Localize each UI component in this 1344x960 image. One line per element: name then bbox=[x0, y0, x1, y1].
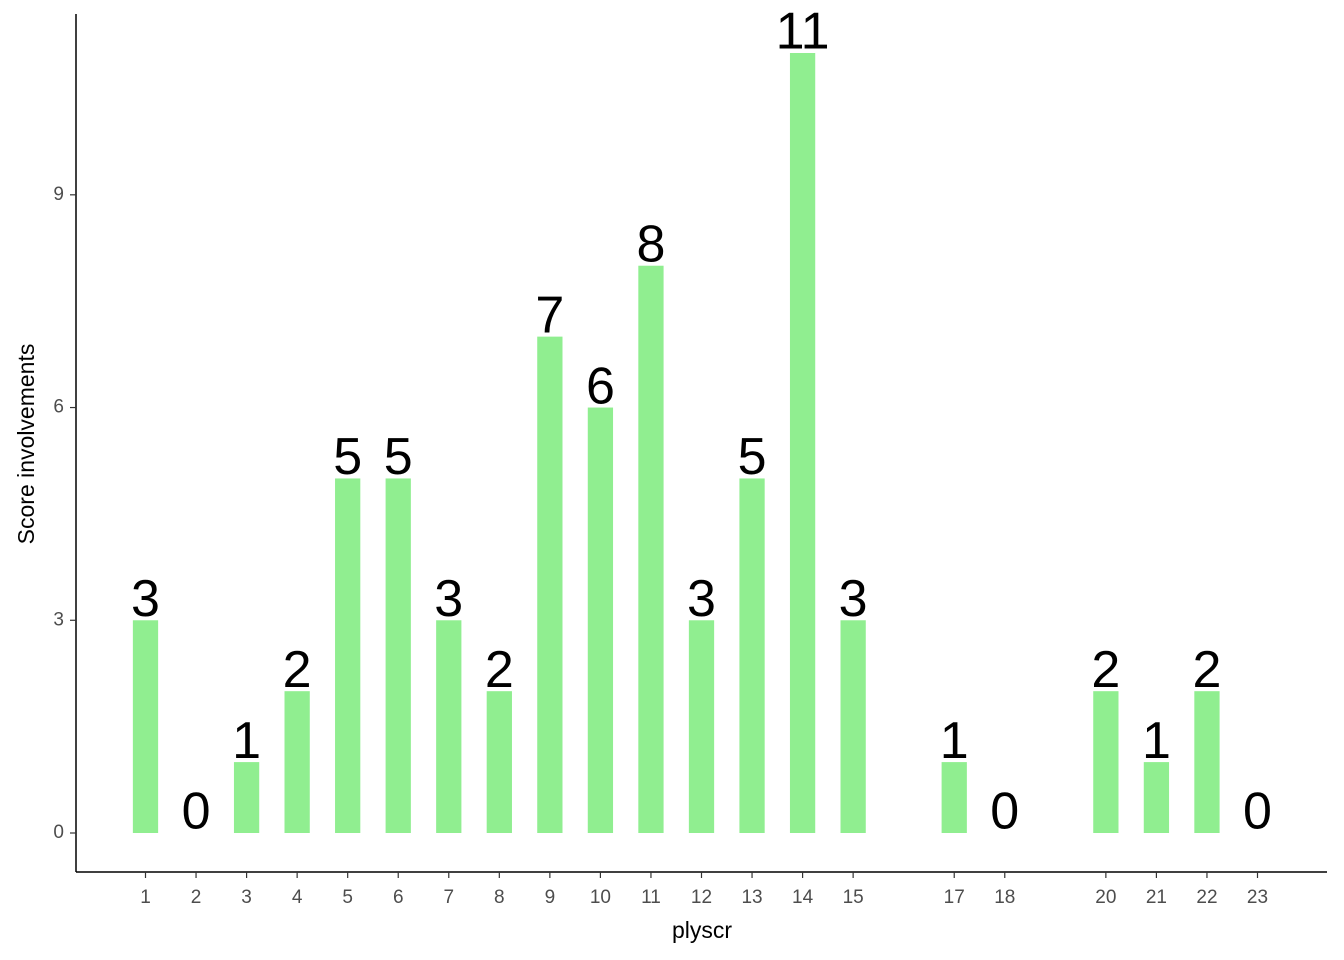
x-axis-title: plyscr bbox=[672, 917, 732, 943]
x-tick-label: 6 bbox=[393, 887, 404, 908]
value-label: 3 bbox=[839, 570, 868, 628]
bar bbox=[1093, 691, 1119, 833]
x-tick-label: 13 bbox=[741, 887, 762, 908]
value-label: 11 bbox=[776, 3, 830, 61]
value-label: 0 bbox=[1243, 783, 1272, 841]
x-tick-label: 23 bbox=[1247, 887, 1268, 908]
bar bbox=[436, 620, 462, 833]
x-tick-label: 12 bbox=[691, 887, 712, 908]
x-tick-label: 5 bbox=[342, 887, 353, 908]
x-tick-label: 21 bbox=[1146, 887, 1167, 908]
bar bbox=[335, 478, 361, 833]
x-tick-label: 14 bbox=[792, 887, 814, 908]
x-tick-label: 11 bbox=[641, 887, 661, 908]
value-label: 2 bbox=[485, 641, 514, 699]
bar bbox=[587, 407, 614, 833]
value-label: 8 bbox=[636, 215, 665, 273]
x-tick-label: 22 bbox=[1196, 887, 1217, 908]
x-tick-label: 9 bbox=[545, 887, 556, 908]
value-label: 2 bbox=[283, 641, 312, 699]
value-label: 0 bbox=[990, 783, 1019, 841]
x-tick-label: 15 bbox=[843, 887, 864, 908]
value-label: 6 bbox=[586, 357, 615, 415]
x-tick-label: 20 bbox=[1095, 887, 1116, 908]
y-tick-label: 9 bbox=[53, 184, 64, 205]
y-tick-label: 6 bbox=[53, 397, 64, 418]
value-label: 5 bbox=[333, 428, 362, 486]
value-label: 5 bbox=[384, 428, 413, 486]
bar bbox=[941, 762, 967, 833]
y-axis-title: Score involvements bbox=[13, 344, 39, 545]
bar bbox=[233, 762, 260, 833]
value-label: 3 bbox=[687, 570, 716, 628]
bar bbox=[486, 691, 512, 833]
bar bbox=[537, 336, 563, 833]
value-label: 5 bbox=[738, 428, 767, 486]
bar bbox=[1143, 762, 1170, 833]
bar bbox=[739, 478, 765, 833]
bar bbox=[284, 691, 310, 833]
bar bbox=[1194, 691, 1220, 833]
x-tick-label: 18 bbox=[994, 887, 1015, 908]
x-tick-label: 10 bbox=[590, 887, 611, 908]
value-label: 1 bbox=[940, 712, 969, 770]
value-label: 7 bbox=[535, 286, 564, 344]
value-label: 0 bbox=[182, 783, 211, 841]
bar bbox=[840, 620, 866, 833]
x-tick-label: 2 bbox=[191, 887, 202, 908]
bar bbox=[688, 620, 715, 833]
bar bbox=[789, 53, 816, 833]
x-tick-label: 3 bbox=[241, 887, 252, 908]
value-label: 2 bbox=[1192, 641, 1221, 699]
x-tick-label: 17 bbox=[944, 887, 965, 908]
value-label: 3 bbox=[434, 570, 463, 628]
value-label: 1 bbox=[1142, 712, 1171, 770]
x-tick-label: 7 bbox=[443, 887, 454, 908]
x-tick-label: 4 bbox=[292, 887, 303, 908]
value-label: 2 bbox=[1091, 641, 1120, 699]
value-label: 3 bbox=[131, 570, 160, 628]
bar bbox=[638, 265, 664, 833]
bar bbox=[132, 620, 159, 833]
x-tick-label: 1 bbox=[140, 887, 151, 908]
bar bbox=[385, 478, 411, 833]
value-label: 1 bbox=[232, 712, 261, 770]
y-tick-label: 3 bbox=[53, 609, 64, 630]
x-tick-label: 8 bbox=[494, 887, 505, 908]
y-tick-label: 0 bbox=[53, 822, 64, 843]
